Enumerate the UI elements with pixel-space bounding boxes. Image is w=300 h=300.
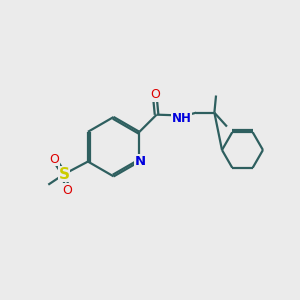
Text: O: O xyxy=(62,184,72,197)
Text: O: O xyxy=(49,153,59,166)
Text: N: N xyxy=(135,155,146,168)
Text: NH: NH xyxy=(172,112,192,125)
Text: S: S xyxy=(59,167,70,182)
Text: O: O xyxy=(150,88,160,101)
